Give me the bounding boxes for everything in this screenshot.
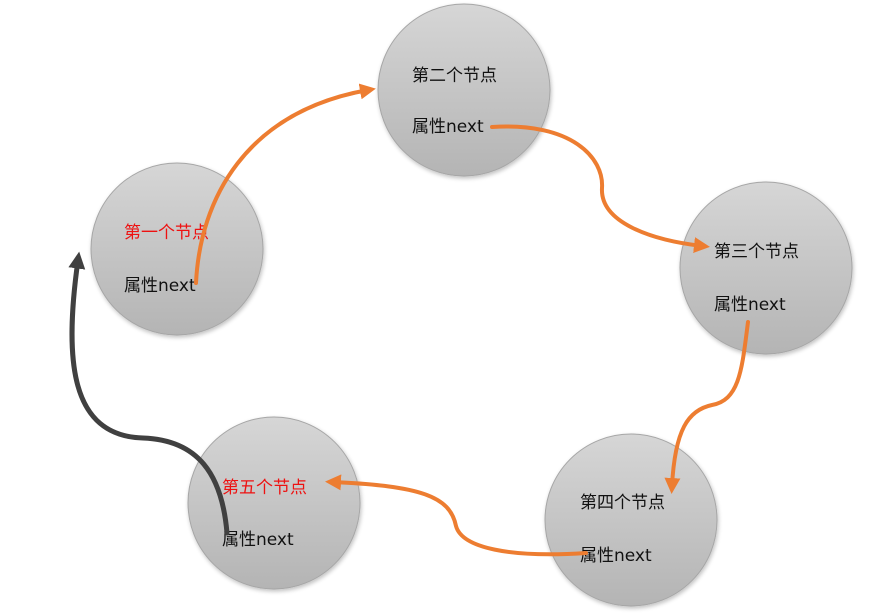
arrow-node2-to-node3 — [490, 124, 710, 254]
node-2-attr: 属性next — [412, 117, 484, 137]
node-3-attr: 属性next — [714, 295, 786, 315]
node-4-title: 第四个节点 — [580, 493, 665, 513]
node-1-circle — [90, 162, 264, 336]
arrow-node4-to-node5 — [325, 474, 588, 557]
node-4: 第四个节点 属性next — [544, 433, 718, 607]
node-2-title: 第二个节点 — [412, 66, 497, 86]
node-5-circle — [187, 416, 361, 590]
node-3-circle — [679, 181, 853, 355]
node-5: 第五个节点 属性next — [187, 416, 361, 590]
arrow-node5-to-node1 — [68, 251, 230, 536]
node-4-circle — [544, 433, 718, 607]
node-5-attr: 属性next — [222, 530, 294, 550]
node-3-title: 第三个节点 — [714, 242, 799, 262]
node-2-circle — [377, 3, 551, 177]
node-1-attr: 属性next — [124, 276, 196, 296]
node-1-title: 第一个节点 — [124, 223, 209, 243]
node-2: 第二个节点 属性next — [377, 3, 551, 177]
node-4-attr: 属性next — [580, 546, 652, 566]
node-3: 第三个节点 属性next — [679, 181, 853, 355]
arrow-node1-to-node2 — [194, 83, 376, 285]
node-1: 第一个节点 属性next — [90, 162, 264, 336]
node-5-title: 第五个节点 — [222, 478, 307, 498]
arrow-node3-to-node4 — [664, 320, 750, 494]
